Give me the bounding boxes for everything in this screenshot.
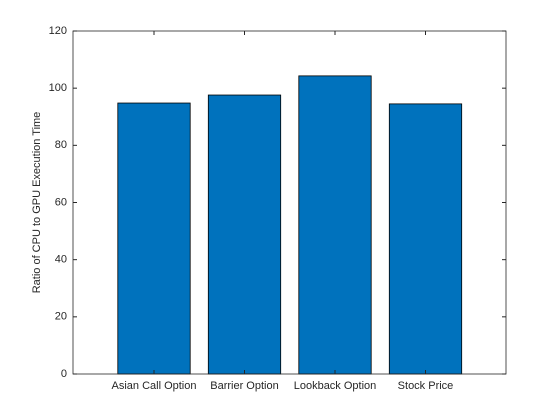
y-tick-label: 20 xyxy=(55,311,67,323)
y-tick-label: 80 xyxy=(55,139,67,151)
y-tick-label: 60 xyxy=(55,196,67,208)
y-tick-label: 100 xyxy=(49,82,67,94)
bar xyxy=(207,94,282,375)
x-tick-label: Barrier Option xyxy=(210,380,278,392)
y-axis-label: Ratio of CPU to GPU Execution Time xyxy=(31,112,43,294)
y-tick-label: 120 xyxy=(49,25,67,37)
y-tick-label: 0 xyxy=(61,368,67,380)
x-tick-label: Lookback Option xyxy=(294,380,377,392)
bar xyxy=(388,103,463,375)
bar xyxy=(117,102,191,375)
x-tick-label: Stock Price xyxy=(398,380,454,392)
y-tick-label: 40 xyxy=(55,254,67,266)
bar xyxy=(298,75,372,375)
x-tick-label: Asian Call Option xyxy=(112,380,197,392)
axes-box xyxy=(72,30,507,375)
